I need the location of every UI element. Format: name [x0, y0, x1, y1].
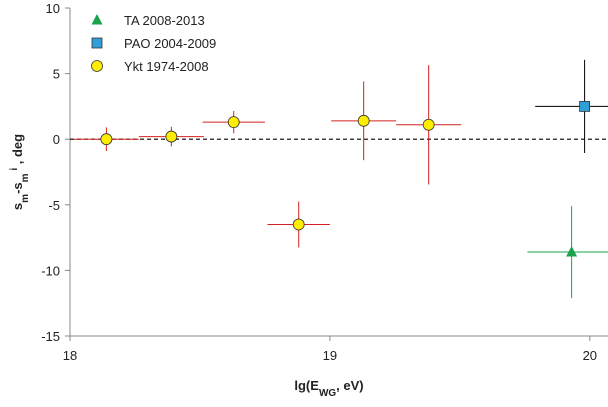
- y-axis-label: sm-sm i , deg: [9, 134, 31, 210]
- y-axis-label-part: s: [10, 203, 25, 210]
- y-tick-label: 5: [53, 67, 60, 82]
- y-tick-label: 0: [53, 132, 60, 147]
- legend-marker: [91, 37, 103, 49]
- x-axis-label-part: WG: [319, 388, 336, 399]
- legend-marker: [91, 14, 103, 25]
- y-tick-label: 10: [46, 1, 60, 16]
- data-point: [566, 246, 578, 257]
- legend-label: PAO 2004-2009: [124, 36, 216, 51]
- x-tick-label: 19: [323, 348, 337, 363]
- data-point: [422, 118, 435, 131]
- y-axis-label-part: i: [9, 168, 20, 174]
- y-axis-label-part: m: [20, 173, 31, 182]
- x-axis-label: lg(EWG, eV): [294, 378, 363, 399]
- legend-label: Ykt 1974-2008: [124, 59, 209, 74]
- data-point: [100, 133, 113, 146]
- data-point: [165, 130, 178, 143]
- y-tick-label: -5: [48, 198, 60, 213]
- y-tick-label: -15: [41, 329, 60, 344]
- legend-label: TA 2008-2013: [124, 13, 205, 28]
- data-point: [292, 218, 305, 231]
- y-tick-label: -10: [41, 263, 60, 278]
- y-axis-label-part: -s: [10, 182, 25, 194]
- y-axis-label-part: , deg: [10, 134, 25, 168]
- data-point: [357, 114, 370, 127]
- x-axis-label-part: , eV): [336, 378, 363, 393]
- data-point: [227, 116, 240, 129]
- x-axis-label-part: lg(E: [294, 378, 319, 393]
- x-tick-label: 18: [63, 348, 77, 363]
- data-point: [579, 101, 591, 112]
- y-axis-label-part: m: [20, 194, 31, 203]
- legend-marker: [91, 60, 103, 72]
- x-tick-label: 20: [583, 348, 597, 363]
